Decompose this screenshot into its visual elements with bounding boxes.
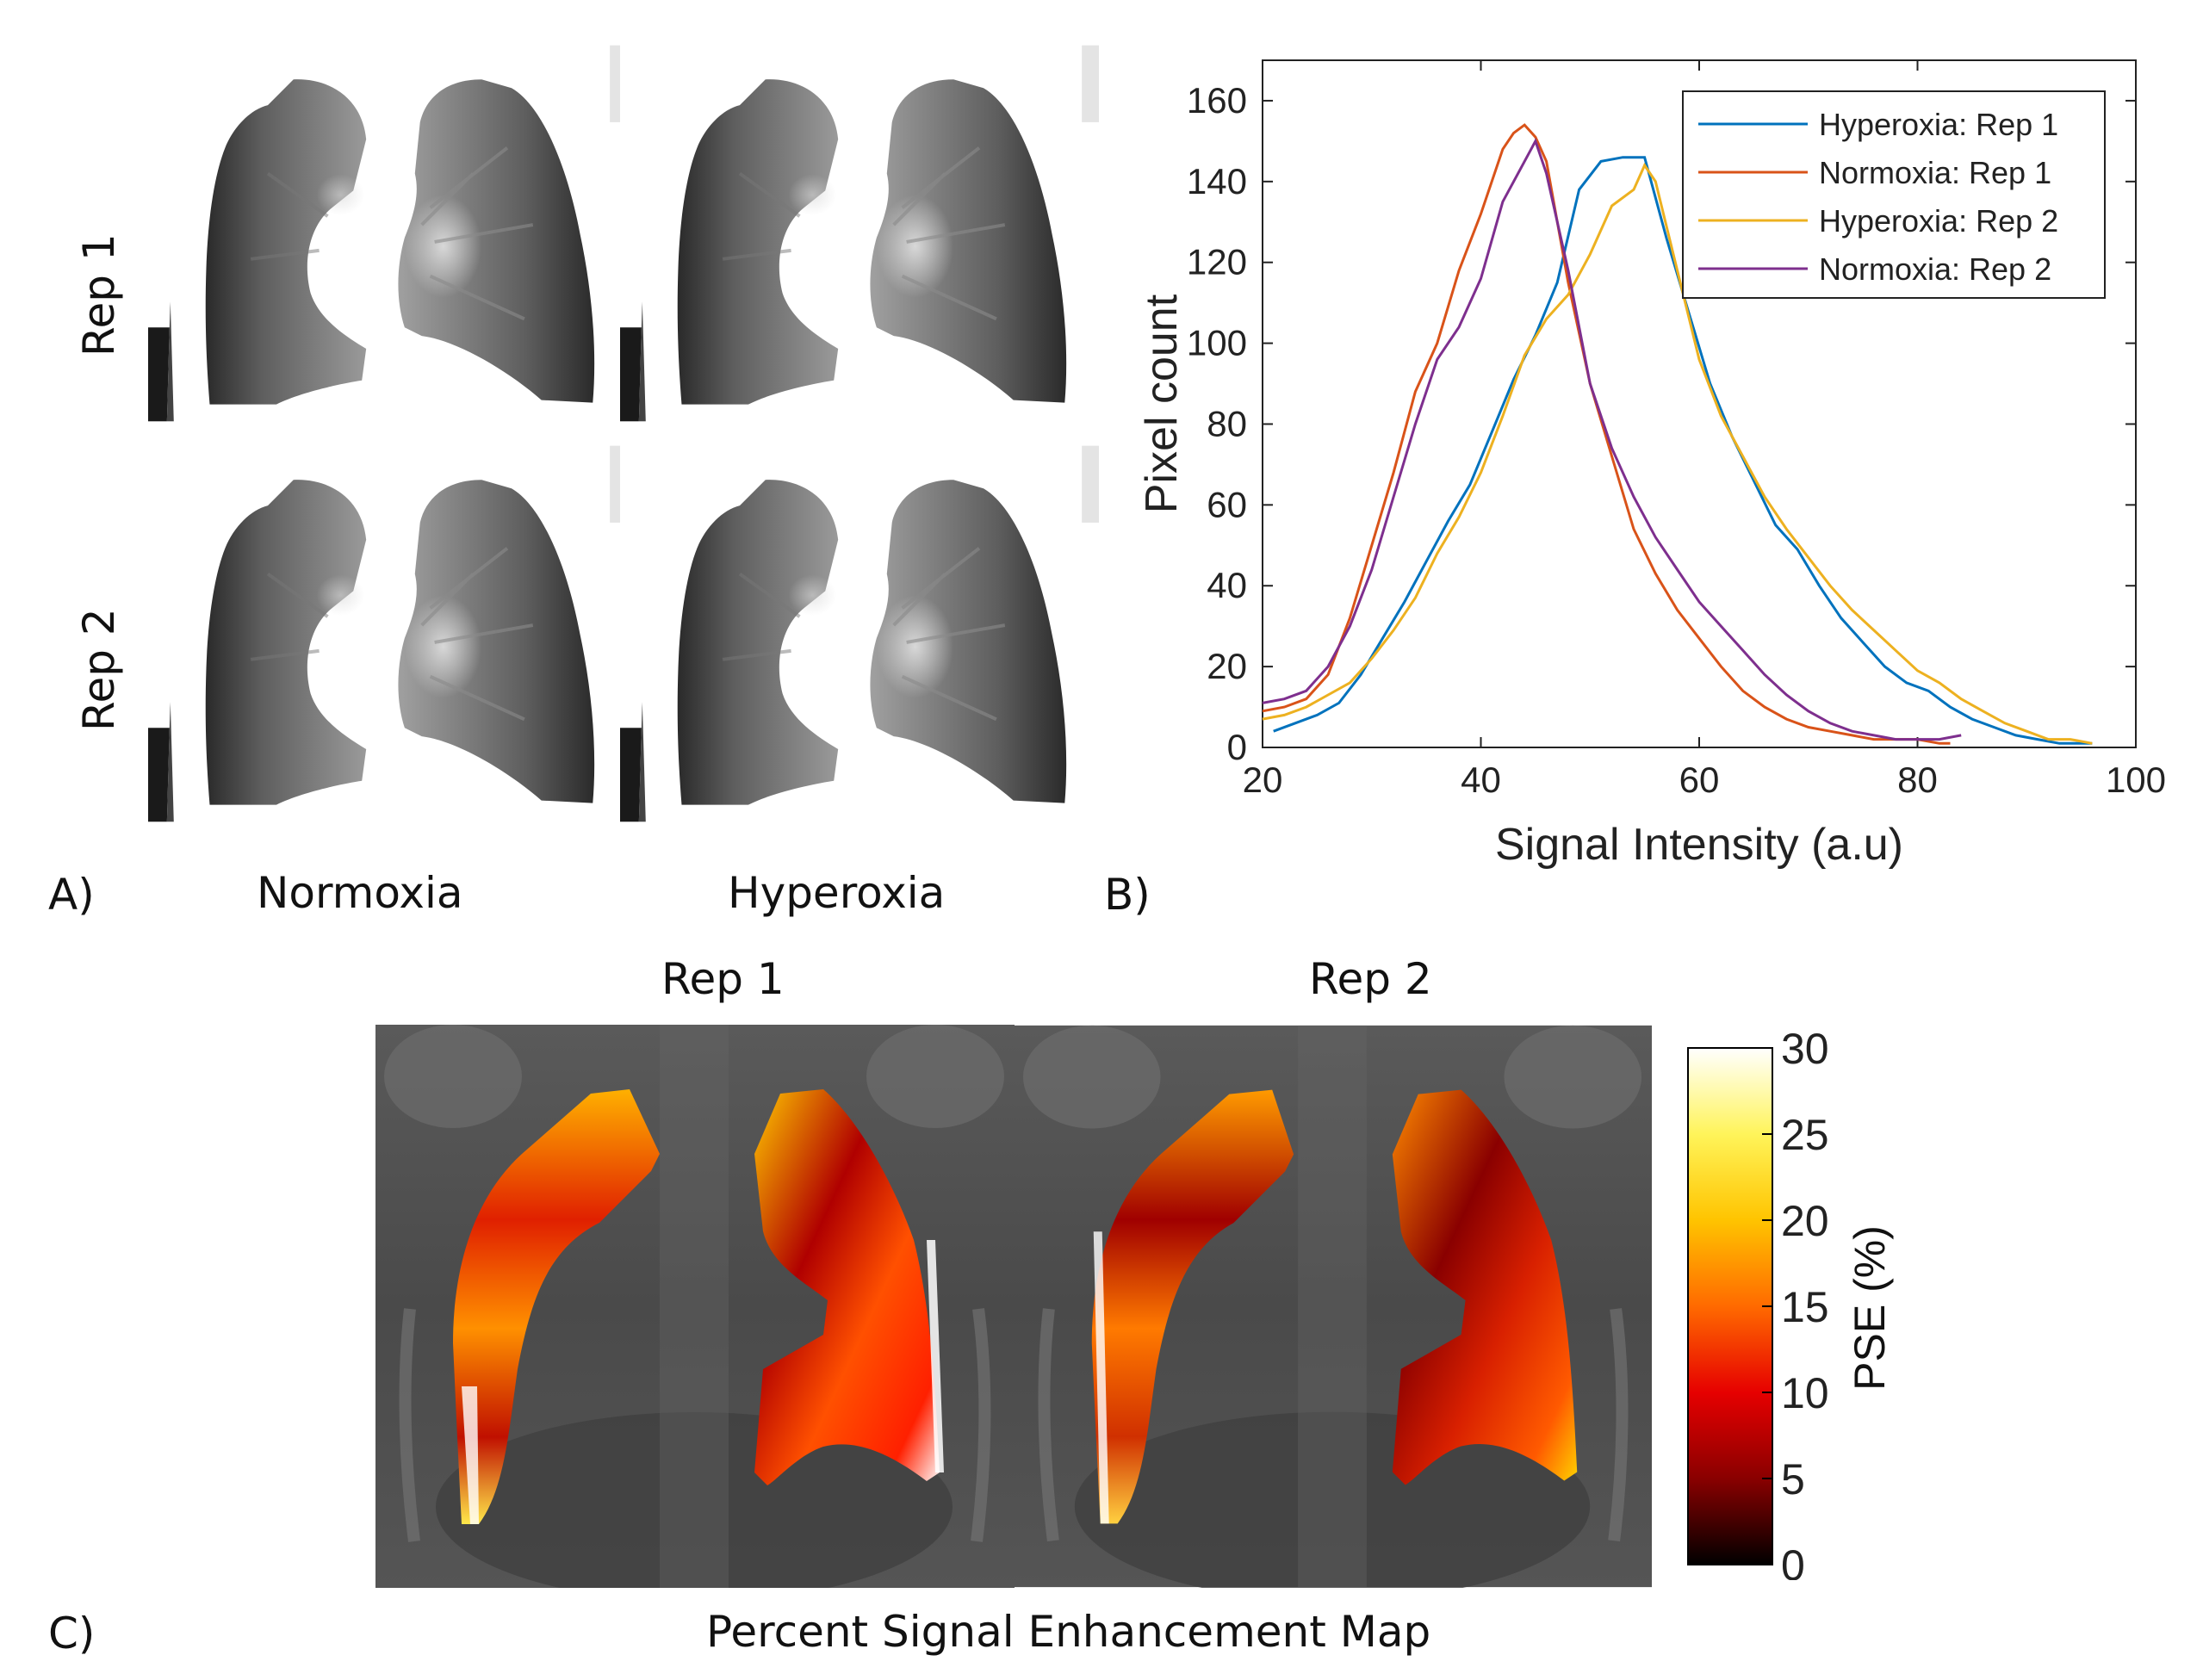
colorbar-tick-label: 20: [1781, 1197, 1829, 1245]
x-tick-label: 80: [1897, 759, 1938, 800]
colorbar-tick-label: 30: [1781, 1029, 1829, 1073]
legend-entry: Hyperoxia: Rep 2: [1819, 203, 2058, 239]
pse-map-rep1: [375, 1025, 1015, 1602]
column-label-normoxia: Normoxia: [257, 868, 463, 918]
row-label-rep1: Rep 1: [74, 233, 124, 356]
series-line-3: [1262, 162, 2093, 745]
series-line-4: [1262, 138, 1962, 741]
panel-a-letter: A): [48, 870, 95, 920]
legend-box: [1682, 90, 2106, 299]
colorbar-tick-label: 15: [1781, 1283, 1829, 1331]
panel-b-letter: B): [1104, 870, 1151, 920]
x-tick-label: 60: [1679, 759, 1720, 800]
pse-title-rep1: Rep 1: [661, 954, 785, 1004]
x-axis-label: Signal Intensity (a.u): [1495, 820, 1903, 870]
legend-entry: Normoxia: Rep 1: [1819, 155, 2051, 190]
lung-image-normoxia-rep2: [148, 443, 627, 824]
lung-image-normoxia-rep1: [148, 43, 627, 424]
y-tick-label: 60: [1207, 484, 1247, 524]
x-tick-label: 100: [2106, 759, 2166, 800]
chart-legend: Hyperoxia: Rep 1 Normoxia: Rep 1 Hyperoxia…: [1682, 90, 2106, 299]
colorbar-tick-label: 5: [1781, 1455, 1805, 1503]
y-tick-label: 120: [1187, 242, 1247, 282]
colorbar-label: PSE (%): [1845, 1225, 1894, 1391]
x-tick-label: 40: [1461, 759, 1501, 800]
y-tick-label: 160: [1187, 80, 1247, 121]
lung-image-hyperoxia-rep1: [620, 43, 1099, 424]
y-tick-label: 40: [1207, 565, 1247, 605]
colorbar-tick-label: 10: [1781, 1369, 1829, 1417]
pse-colorbar: 30 25 20 15 10 5 0: [1687, 1029, 1829, 1580]
lung-image-hyperoxia-rep2: [620, 443, 1099, 824]
y-axis-label: Pixel count: [1137, 294, 1187, 513]
panel-c-letter: C): [48, 1609, 96, 1658]
y-tick-label: 140: [1187, 161, 1247, 201]
y-tick-label: 100: [1187, 323, 1247, 363]
legend-entry: Hyperoxia: Rep 1: [1819, 107, 2058, 142]
pse-map-rep2: [1015, 1025, 1652, 1602]
colorbar-tick-label: 25: [1781, 1111, 1829, 1159]
figure-caption: Percent Signal Enhancement Map: [706, 1607, 1431, 1657]
row-label-rep2: Rep 2: [74, 608, 124, 731]
y-tick-label: 0: [1227, 727, 1247, 767]
column-label-hyperoxia: Hyperoxia: [728, 868, 946, 918]
x-tick-label: 20: [1243, 759, 1283, 800]
colorbar-tick-label: 0: [1781, 1541, 1805, 1580]
y-tick-label: 80: [1207, 403, 1247, 443]
y-tick-label: 20: [1207, 646, 1247, 686]
pse-title-rep2: Rep 2: [1309, 954, 1432, 1004]
legend-entry: Normoxia: Rep 2: [1819, 251, 2051, 287]
